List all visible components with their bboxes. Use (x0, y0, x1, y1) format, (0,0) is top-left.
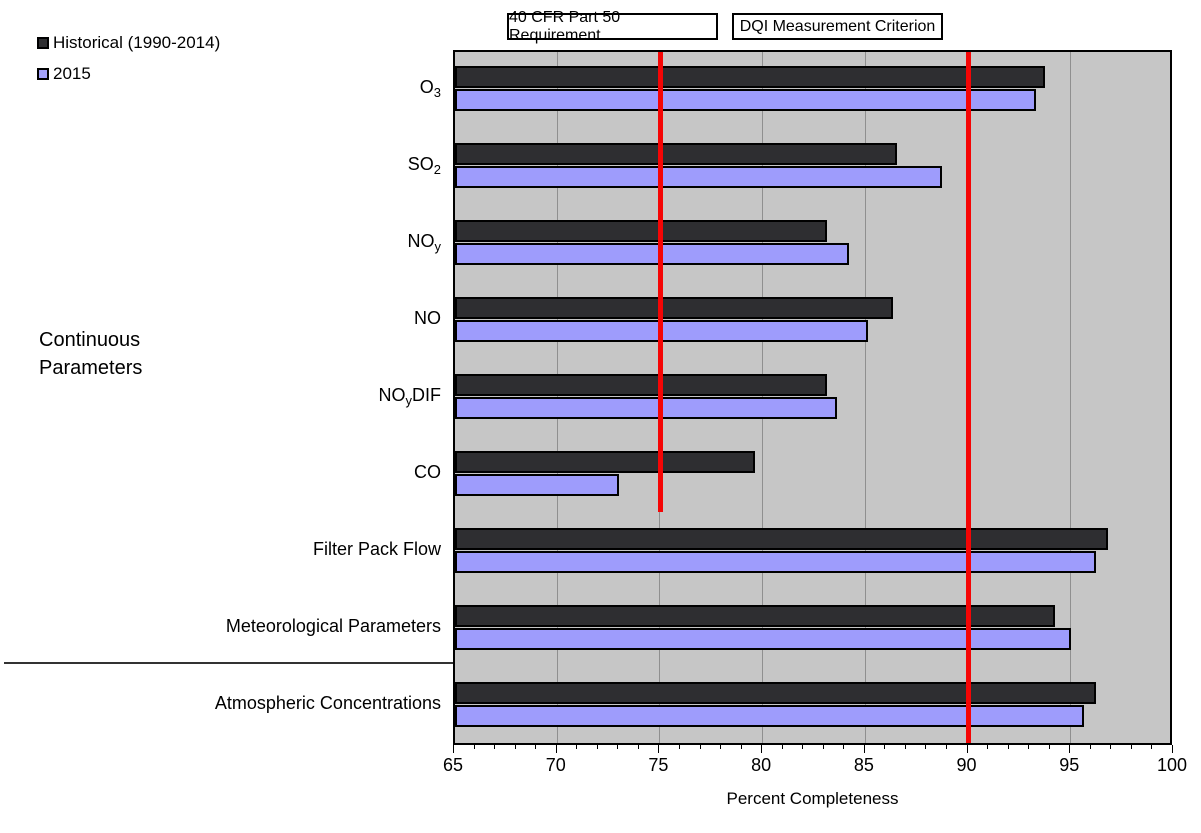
minor-tick-71 (576, 745, 578, 749)
year2015-swatch-icon (37, 67, 49, 80)
gridline-95 (1070, 52, 1072, 743)
bar-historical-o3 (455, 66, 1045, 88)
minor-tick-67 (494, 745, 496, 749)
major-tick-70 (555, 745, 557, 753)
bar-historical-noy (455, 220, 827, 242)
plot-area (453, 50, 1172, 745)
major-tick-90 (966, 745, 968, 753)
minor-tick-74 (637, 745, 639, 749)
tick-label-100: 100 (1156, 755, 1188, 775)
bar-2015-noy (455, 243, 850, 265)
minor-tick-78 (720, 745, 722, 749)
bar-2015-atmospheric-concentrations (455, 705, 1084, 727)
category-label-filter-pack-flow: Filter Pack Flow (312, 538, 441, 559)
bar-historical-co (455, 451, 755, 473)
category-label-atmospheric-concentrations: Atmospheric Concentrations (214, 692, 441, 713)
minor-tick-69 (535, 745, 537, 749)
minor-tick-91 (987, 745, 989, 749)
bar-2015-so2 (455, 166, 942, 188)
minor-tick-97 (1110, 745, 1112, 749)
legend-label-historical: Historical (1990-2014) (53, 33, 221, 52)
minor-tick-68 (514, 745, 516, 749)
minor-tick-99 (1151, 745, 1153, 749)
refline-75 (657, 52, 663, 512)
continuous-parameters-label: Continuous Parameters (39, 329, 143, 379)
cfr-requirement-box: 40 CFR Part 50 Requirement (507, 9, 718, 44)
minor-tick-66 (473, 745, 475, 749)
minor-tick-89 (946, 745, 948, 749)
major-tick-65 (453, 745, 454, 753)
section-divider-line (4, 662, 456, 664)
minor-tick-82 (802, 745, 804, 749)
bar-2015-meteorological-parameters (455, 628, 1072, 650)
bar-historical-no (455, 297, 893, 319)
bar-historical-so2 (455, 143, 897, 165)
gridline-85 (864, 52, 866, 743)
legend-label-2015: 2015 (53, 64, 91, 83)
legend-item-2015: 2015 (37, 65, 91, 82)
minor-tick-77 (699, 745, 701, 749)
tick-label-70: 70 (545, 755, 566, 775)
major-tick-80 (761, 745, 763, 753)
minor-tick-88 (925, 745, 927, 749)
minor-tick-96 (1089, 745, 1091, 749)
historical-swatch-icon (37, 36, 49, 49)
minor-tick-83 (822, 745, 824, 749)
category-label-no: NO (414, 307, 441, 328)
minor-tick-79 (740, 745, 742, 749)
category-label-o3: O3 (419, 76, 441, 100)
tick-label-65: 65 (442, 755, 464, 775)
minor-tick-92 (1007, 745, 1009, 749)
tick-label-85: 85 (853, 755, 874, 775)
bar-historical-noydif (455, 374, 827, 396)
category-label-meteorological-parameters: Meteorological Parameters (225, 615, 441, 636)
refline-90 (966, 52, 972, 743)
category-label-noy: NOy (407, 230, 441, 254)
tick-label-75: 75 (648, 755, 669, 775)
minor-tick-86 (884, 745, 886, 749)
dqi-criterion-box: DQI Measurement Criterion (732, 13, 943, 40)
x-axis-title: Percent Completeness (726, 789, 899, 808)
bar-2015-noydif (455, 397, 838, 419)
bar-2015-co (455, 474, 620, 496)
bar-historical-meteorological-parameters (455, 605, 1055, 627)
minor-tick-98 (1130, 745, 1132, 749)
bar-historical-filter-pack-flow (455, 528, 1109, 550)
bar-2015-filter-pack-flow (455, 551, 1096, 573)
minor-tick-93 (1028, 745, 1030, 749)
major-tick-75 (658, 745, 660, 753)
tick-label-95: 95 (1059, 755, 1080, 775)
minor-tick-87 (904, 745, 906, 749)
category-label-so2: SO2 (407, 153, 441, 177)
tick-label-90: 90 (956, 755, 977, 775)
minor-tick-73 (617, 745, 619, 749)
minor-tick-72 (596, 745, 598, 749)
major-tick-95 (1069, 745, 1071, 753)
bar-historical-atmospheric-concentrations (455, 682, 1096, 704)
minor-tick-76 (678, 745, 680, 749)
legend-item-historical: Historical (1990-2014) (37, 34, 220, 51)
bar-2015-o3 (455, 89, 1037, 111)
major-tick-85 (863, 745, 865, 753)
major-tick-100 (1172, 745, 1173, 753)
category-label-co: CO (414, 461, 441, 482)
minor-tick-84 (843, 745, 845, 749)
minor-tick-94 (1048, 745, 1050, 749)
minor-tick-81 (781, 745, 783, 749)
category-label-noydif: NOyDIF (378, 384, 441, 408)
tick-label-80: 80 (751, 755, 772, 775)
